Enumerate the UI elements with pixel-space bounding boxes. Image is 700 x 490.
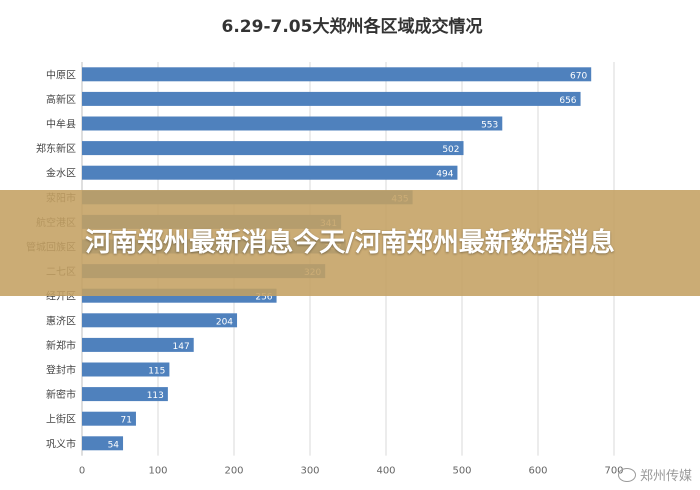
- value-label: 494: [436, 170, 453, 180]
- bar: [82, 67, 592, 82]
- value-label: 54: [108, 440, 120, 450]
- bar: [82, 362, 170, 377]
- value-label: 115: [148, 367, 165, 377]
- bar: [82, 436, 124, 451]
- banner-text: 河南郑州最新消息今天/河南郑州最新数据消息: [85, 228, 615, 258]
- value-label: 656: [559, 96, 576, 106]
- value-label: 670: [570, 71, 587, 81]
- bar: [82, 313, 238, 328]
- x-tick-label: 700: [604, 466, 623, 477]
- category-label: 中牟县: [46, 118, 76, 131]
- category-label: 新郑市: [46, 339, 76, 352]
- value-label: 71: [121, 416, 132, 426]
- category-label: 金水区: [46, 167, 76, 180]
- value-label: 147: [173, 342, 190, 352]
- wechat-icon: [617, 467, 636, 482]
- chart-title: 6.29-7.05大郑州各区域成交情况: [222, 16, 483, 37]
- bar: [82, 165, 458, 180]
- x-tick-label: 400: [376, 466, 395, 477]
- value-label: 204: [216, 317, 233, 327]
- x-tick-label: 500: [452, 466, 471, 477]
- category-label: 巩义市: [46, 437, 76, 450]
- bar: [82, 141, 464, 156]
- value-label: 113: [147, 391, 164, 401]
- category-label: 中原区: [46, 68, 76, 81]
- value-label: 256: [255, 293, 272, 303]
- x-tick-labels: 0 100 200 300 400 500 600 700: [79, 466, 624, 477]
- x-tick-label: 0: [79, 466, 85, 477]
- bar: [82, 116, 503, 131]
- value-label: 553: [481, 121, 498, 131]
- bar: [82, 411, 136, 426]
- category-label: 新密市: [46, 388, 76, 401]
- watermark-text: 郑州传媒: [639, 469, 692, 484]
- category-label: 登封市: [46, 364, 76, 377]
- bar: [82, 387, 168, 402]
- category-label: 郑东新区: [36, 142, 76, 155]
- x-tick-label: 300: [300, 466, 319, 477]
- category-label: 上街区: [46, 413, 76, 426]
- x-tick-label: 600: [528, 466, 547, 477]
- bar: [82, 91, 581, 106]
- category-label: 高新区: [46, 93, 76, 106]
- bar: [82, 337, 194, 352]
- overlay-banner: 河南郑州最新消息今天/河南郑州最新数据消息: [0, 190, 700, 296]
- value-label: 502: [442, 145, 459, 155]
- category-label: 惠济区: [46, 314, 76, 327]
- x-tick-label: 100: [148, 466, 167, 477]
- x-tick-label: 200: [224, 466, 243, 477]
- watermark: 郑州传媒: [617, 465, 692, 484]
